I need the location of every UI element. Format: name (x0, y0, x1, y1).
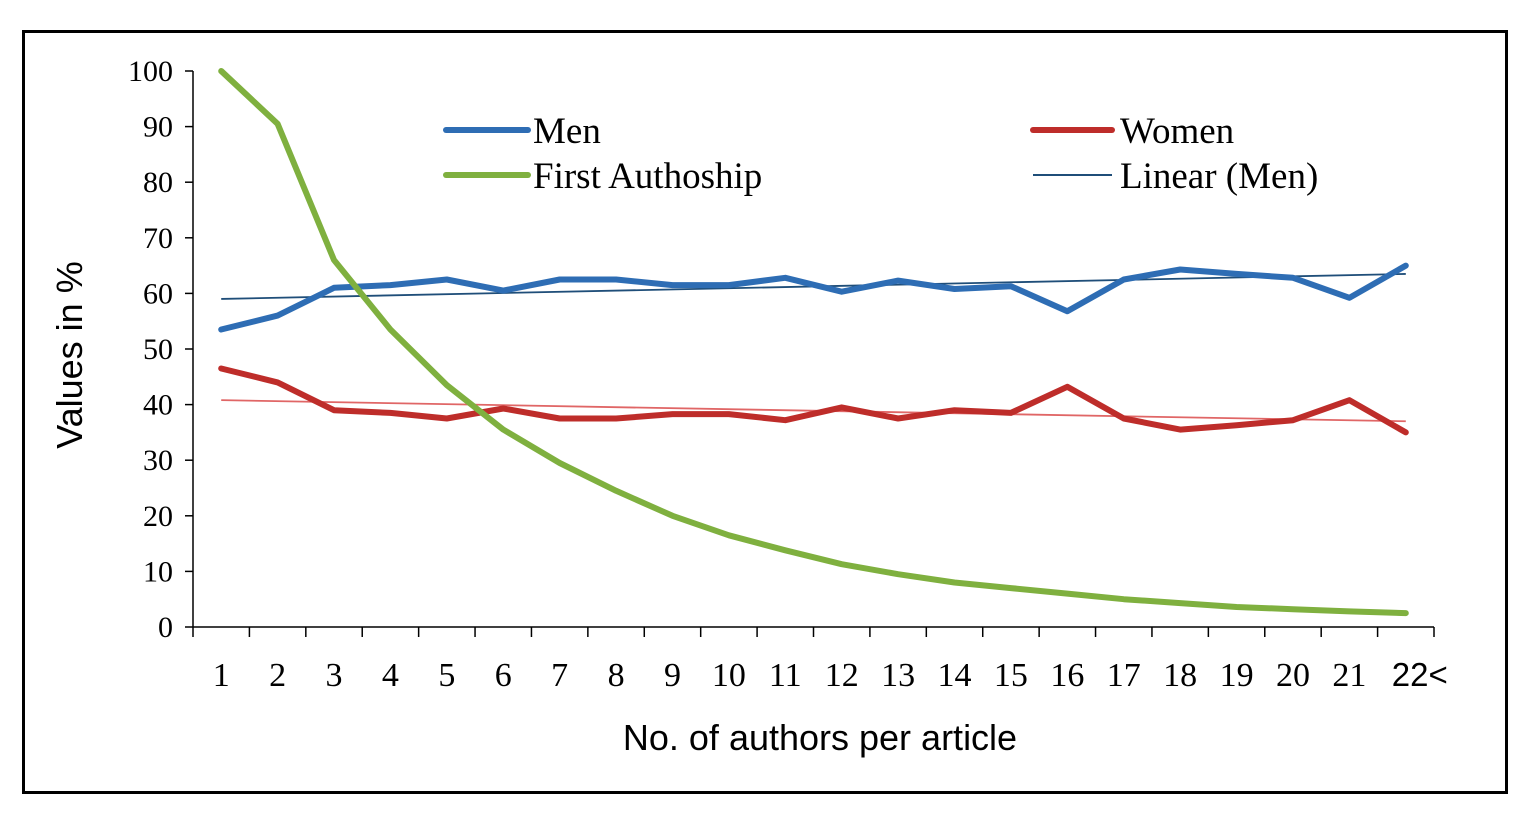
x-tick-label: 21 (1332, 657, 1366, 694)
legend: Men Women First Authoship Linear (Men) (443, 111, 1318, 197)
legend-label-women: Women (1120, 111, 1234, 152)
legend-item-men: Men (443, 111, 601, 152)
x-tick-label: 17 (1107, 657, 1141, 694)
x-tick-label: 9 (664, 657, 681, 694)
y-axis-title: Values in % (49, 261, 90, 448)
y-tick-label: 90 (143, 111, 173, 144)
y-tick-label: 80 (143, 166, 173, 199)
y-tick-label: 50 (143, 333, 173, 366)
y-tick-label: 20 (143, 500, 173, 533)
chart-frame (22, 30, 1508, 794)
x-tick-label: 10 (712, 657, 746, 694)
x-tick-label: 7 (551, 657, 568, 694)
x-tick-label: 11 (769, 657, 802, 694)
y-tick-label: 70 (143, 222, 173, 255)
x-tick-label: 19 (1220, 657, 1254, 694)
x-tick-label: 5 (438, 657, 455, 694)
trendlines (221, 273, 1406, 423)
x-tick-label: 13 (881, 657, 915, 694)
trendline-women (221, 399, 1406, 423)
x-tick-label: 8 (608, 657, 625, 694)
y-tick-label: 100 (128, 55, 173, 88)
x-tick-label: 12 (825, 657, 859, 694)
x-tick-label: 20 (1276, 657, 1310, 694)
x-tick-label: 18 (1163, 657, 1197, 694)
y-tick-label: 0 (158, 611, 173, 644)
legend-label-men: Men (533, 111, 601, 152)
x-tick-label: 15 (994, 657, 1028, 694)
legend-item-first-authorship: First Authoship (443, 156, 762, 197)
x-tick-label: 22< (1392, 656, 1448, 693)
x-tick-label: 16 (1050, 657, 1084, 694)
x-axis-title: No. of authors per article (623, 717, 1017, 758)
legend-label-linear-men: Linear (Men) (1120, 156, 1318, 197)
legend-item-women: Women (1030, 111, 1234, 152)
x-tick-label: 3 (326, 657, 343, 694)
y-tick-label: 10 (143, 555, 173, 588)
x-tick-label: 4 (382, 657, 399, 694)
x-tick-label: 2 (269, 657, 286, 694)
y-tick-label: 30 (143, 444, 173, 477)
x-tick-label: 14 (938, 657, 972, 694)
series-lines (218, 68, 1409, 617)
series-line-women (218, 365, 1409, 436)
legend-label-first-authorship: First Authoship (533, 156, 762, 197)
legend-item-linear-men: Linear (Men) (1033, 156, 1318, 197)
y-tick-label: 60 (143, 277, 173, 310)
x-tick-label: 6 (495, 657, 512, 694)
y-tick-label: 40 (143, 389, 173, 422)
x-tick-label: 1 (213, 657, 230, 694)
series-line-men (218, 262, 1409, 333)
series-line-first-authorship (218, 68, 1409, 617)
